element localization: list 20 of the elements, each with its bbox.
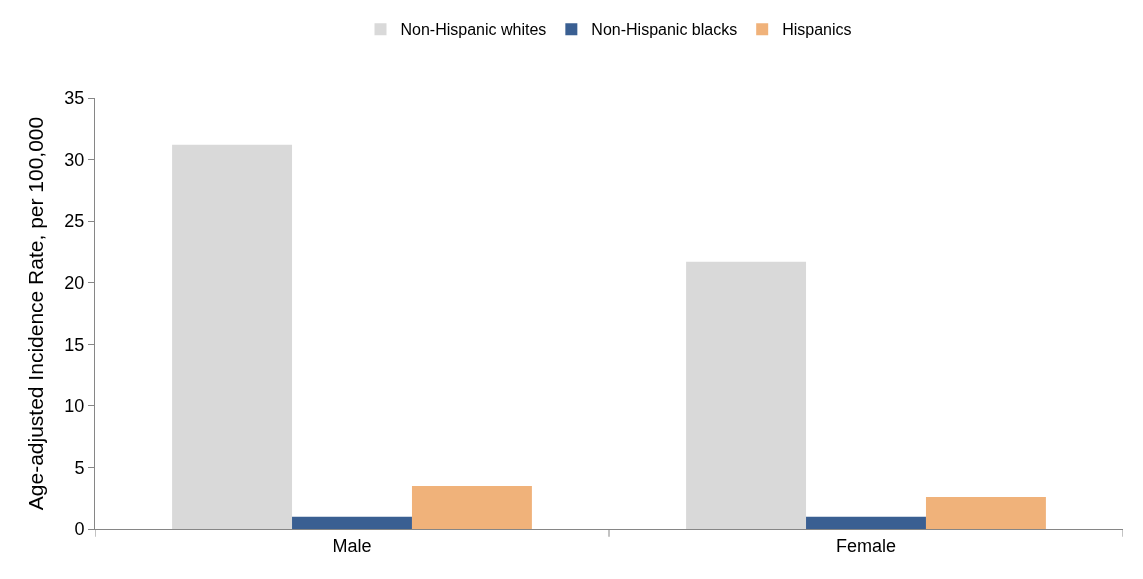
bar	[172, 144, 293, 529]
y-tick-label: 25	[64, 211, 85, 232]
x-tick-label: Female	[835, 535, 897, 556]
y-tick-label: 0	[74, 519, 85, 540]
y-tick-label: 20	[64, 273, 85, 294]
bar	[686, 261, 807, 529]
legend-label: Non-Hispanic blacks	[591, 21, 738, 39]
bar	[925, 496, 1046, 529]
bar	[806, 516, 926, 529]
y-tick-label: 15	[64, 334, 85, 355]
bar	[292, 516, 412, 529]
bar	[411, 485, 532, 529]
legend-label: Hispanics	[782, 21, 852, 39]
y-tick-label: 35	[64, 88, 85, 109]
x-tick-label: Male	[332, 535, 372, 556]
y-tick-label: 5	[74, 457, 85, 478]
y-axis-title: Age-adjusted Incidence Rate, per 100,000	[24, 116, 47, 511]
legend-label: Non-Hispanic whites	[400, 21, 547, 39]
y-tick-label: 10	[64, 396, 85, 417]
y-tick-label: 30	[64, 149, 85, 170]
